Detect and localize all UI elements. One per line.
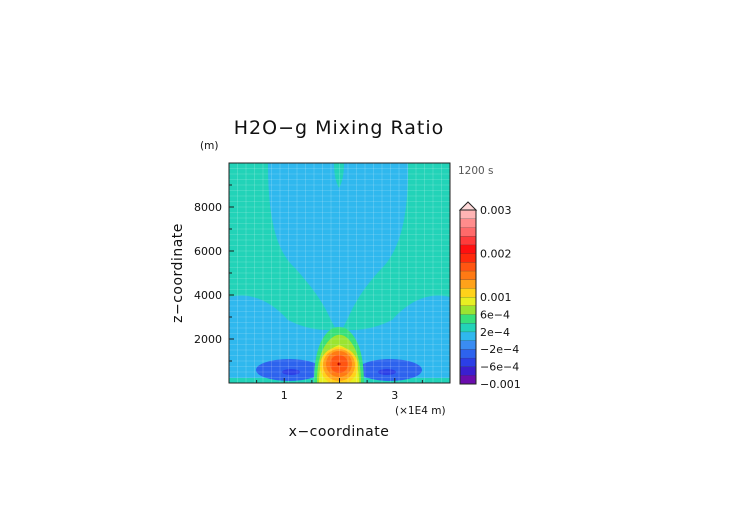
colorbar-swatch (460, 262, 476, 271)
y-tick-label: 4000 (194, 289, 222, 302)
colorbar-tick-label: 2e−4 (480, 326, 510, 339)
x-tick-label: 2 (336, 389, 343, 402)
contour-band-neg-2e-4-column (268, 163, 409, 330)
x-tick-label: 3 (391, 389, 398, 402)
y-axis: 2000 4000 6000 8000 (194, 184, 234, 362)
colorbar-swatch (460, 366, 476, 376)
time-label: 1200 s (458, 165, 494, 177)
y-tick-label: 2000 (194, 333, 222, 346)
y-axis-label: z−coordinate (170, 223, 186, 323)
colorbar-tick-label: −6e−4 (480, 361, 519, 374)
chart-title: H2O−g Mixing Ratio (234, 117, 444, 139)
colorbar-swatch (460, 236, 476, 245)
colorbar-swatch (460, 288, 476, 297)
colorbar-swatch (460, 279, 476, 289)
grid-lines (229, 163, 450, 383)
plot-area (228, 162, 451, 384)
colorbar-swatch (460, 340, 476, 350)
colorbar-tick-label: 0.002 (480, 248, 512, 261)
colorbar-swatch (460, 323, 476, 332)
colorbar-swatch (460, 331, 476, 341)
y-unit-label: (m) (200, 140, 218, 152)
colorbar-tick-label: −0.001 (480, 378, 521, 391)
contour-field (229, 163, 450, 383)
colorbar-extend-arrow (458, 201, 478, 211)
colorbar-tick-label: 6e−4 (480, 308, 510, 321)
contour-min-left-core (282, 369, 300, 375)
colorbar-swatch (460, 314, 476, 324)
y-tick-label: 6000 (194, 245, 222, 258)
colorbar-swatch (460, 227, 476, 237)
colorbar-swatch (460, 210, 476, 219)
colorbar-swatch (460, 244, 476, 254)
colorbar-tick-label: −2e−4 (480, 343, 519, 356)
colorbar-swatch (460, 357, 476, 367)
colorbar-swatch (460, 253, 476, 263)
contour-band-0-spike (334, 163, 344, 188)
colorbar-swatch (460, 305, 476, 315)
x-axis: 1 2 3 (256, 378, 423, 402)
colorbar: 0.003 0.002 0.001 6e−4 2e−4 −2e−4 −6e−4 −0.001 (458, 201, 521, 391)
colorbar-tick-label: 0.003 (480, 204, 512, 217)
x-axis-label: x−coordinate (289, 424, 390, 440)
colorbar-swatch (460, 349, 476, 358)
y-tick-label: 8000 (194, 201, 222, 214)
colorbar-swatch (460, 270, 476, 280)
contour-min-right-core (378, 369, 396, 375)
colorbar-swatch (460, 297, 476, 306)
x-tick-label: 1 (281, 389, 288, 402)
colorbar-swatch (460, 375, 476, 384)
contour-max-marker (337, 362, 341, 366)
colorbar-tick-label: 0.001 (480, 291, 512, 304)
x-unit-label: (×1E4 m) (395, 405, 446, 417)
colorbar-swatch (460, 218, 476, 228)
